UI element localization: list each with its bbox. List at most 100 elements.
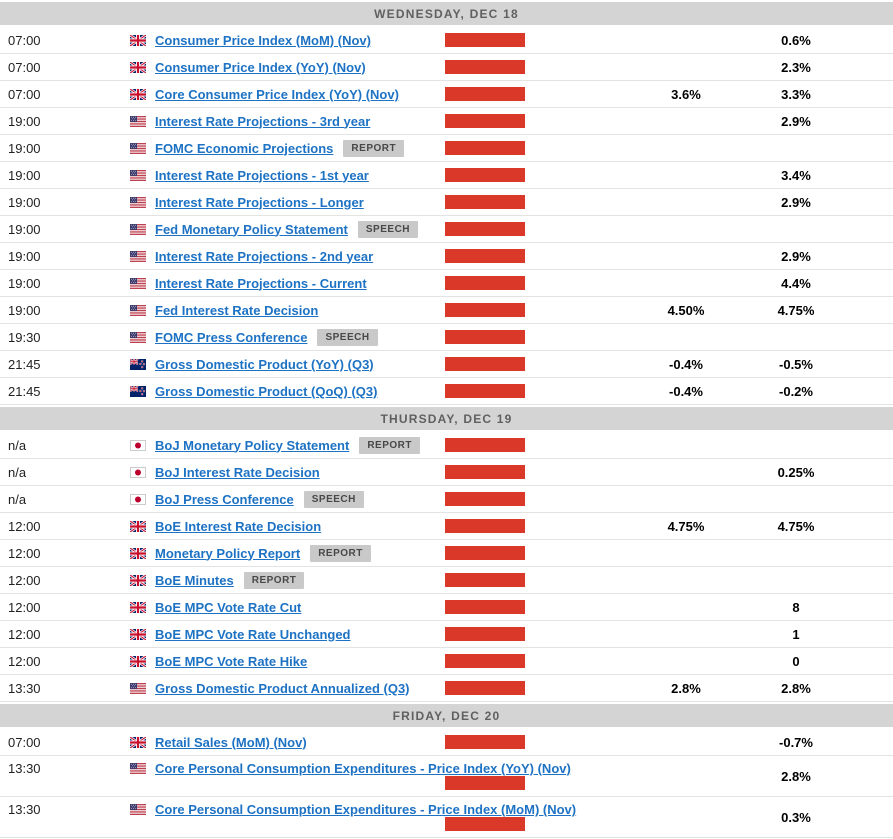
event-time: 12:00 bbox=[8, 518, 41, 534]
event-cell: Monetary Policy Report REPORT bbox=[155, 540, 445, 566]
event-link[interactable]: Gross Domestic Product (QoQ) (Q3) bbox=[155, 383, 378, 399]
flag-nz-icon bbox=[125, 351, 155, 377]
row-end-spacer bbox=[850, 54, 893, 80]
event-cell: Consumer Price Index (YoY) (Nov) bbox=[155, 54, 445, 80]
impact-bar-high bbox=[445, 600, 525, 614]
event-cell: Interest Rate Projections - Longer bbox=[155, 189, 445, 215]
day-section: WEDNESDAY, DEC 18 07:00 Consumer Price Ind… bbox=[0, 2, 893, 405]
event-link[interactable]: Retail Sales (MoM) (Nov) bbox=[155, 734, 307, 750]
actual-cell-empty bbox=[525, 108, 630, 134]
event-link[interactable]: Consumer Price Index (MoM) (Nov) bbox=[155, 32, 371, 48]
actual-cell-empty bbox=[525, 675, 630, 701]
forecast-value: -0.4% bbox=[669, 356, 703, 372]
impact-bar-high bbox=[445, 776, 525, 790]
event-row: n/a BoJ Monetary Policy Statement REPORT bbox=[0, 432, 893, 459]
day-section: FRIDAY, DEC 20 07:00 Retail Sales (MoM) (N… bbox=[0, 704, 893, 838]
row-end-spacer bbox=[850, 513, 893, 539]
impact-bar-high bbox=[445, 114, 525, 128]
event-row: 13:30 Gross Domestic Product Annualized (… bbox=[0, 675, 893, 702]
impact-cell bbox=[445, 297, 525, 323]
event-link[interactable]: BoE Interest Rate Decision bbox=[155, 518, 322, 534]
event-row: 12:00 BoE MPC Vote Rate Hike 0 bbox=[0, 648, 893, 675]
event-row: 07:00 Consumer Price Index (MoM) (Nov) 0.6… bbox=[0, 27, 893, 54]
event-link[interactable]: Interest Rate Projections - Longer bbox=[155, 194, 364, 210]
event-link[interactable]: Gross Domestic Product Annualized (Q3) bbox=[155, 680, 410, 696]
event-link[interactable]: Interest Rate Projections - 2nd year bbox=[155, 248, 374, 264]
event-link[interactable]: Core Consumer Price Index (YoY) (Nov) bbox=[155, 86, 399, 102]
impact-cell bbox=[445, 324, 525, 350]
event-link[interactable]: Consumer Price Index (YoY) (Nov) bbox=[155, 59, 366, 75]
event-cell: Core Personal Consumption Expenditures -… bbox=[155, 797, 576, 837]
event-cell: BoE MPC Vote Rate Hike bbox=[155, 648, 445, 674]
row-end-spacer bbox=[850, 351, 893, 377]
event-link[interactable]: FOMC Press Conference bbox=[155, 329, 308, 345]
event-row: 19:00 Interest Rate Projections - 3rd yea… bbox=[0, 108, 893, 135]
impact-cell bbox=[445, 243, 525, 269]
event-cell: BoE MPC Vote Rate Cut bbox=[155, 594, 445, 620]
impact-bar-high bbox=[445, 627, 525, 641]
event-type-badge: SPEECH bbox=[357, 220, 419, 238]
event-cell: BoE Minutes REPORT bbox=[155, 567, 445, 593]
actual-cell-empty bbox=[525, 594, 630, 620]
forecast-value: 4.50% bbox=[667, 302, 705, 318]
day-header: WEDNESDAY, DEC 18 bbox=[0, 2, 893, 25]
event-link[interactable]: Fed Interest Rate Decision bbox=[155, 302, 319, 318]
previous-value: 2.8% bbox=[781, 768, 811, 784]
previous-value: -0.5% bbox=[779, 356, 813, 372]
actual-cell-empty bbox=[525, 216, 630, 242]
event-link[interactable]: Monetary Policy Report bbox=[155, 545, 301, 561]
event-link[interactable]: BoE MPC Vote Rate Unchanged bbox=[155, 626, 351, 642]
row-end-spacer bbox=[850, 486, 893, 512]
event-link[interactable]: BoJ Monetary Policy Statement bbox=[155, 437, 350, 453]
impact-cell bbox=[445, 81, 525, 107]
event-link[interactable]: Core Personal Consumption Expenditures -… bbox=[155, 802, 577, 817]
event-link[interactable]: Fed Monetary Policy Statement bbox=[155, 221, 348, 237]
forecast-value bbox=[630, 540, 742, 566]
event-link[interactable]: BoE Minutes bbox=[155, 572, 234, 588]
forecast-value bbox=[630, 432, 742, 458]
impact-bar-high bbox=[445, 492, 525, 506]
event-time: 19:00 bbox=[8, 113, 41, 129]
event-cell: FOMC Economic Projections REPORT bbox=[155, 135, 445, 161]
event-link[interactable]: Interest Rate Projections - Current bbox=[155, 275, 367, 291]
impact-bar-high bbox=[445, 384, 525, 398]
flag-us-icon bbox=[125, 297, 155, 323]
event-row: 12:00 BoE MPC Vote Rate Unchanged 1 bbox=[0, 621, 893, 648]
impact-cell bbox=[445, 675, 525, 701]
impact-cell bbox=[445, 540, 525, 566]
previous-value: 2.3% bbox=[781, 59, 811, 75]
event-cell: Fed Monetary Policy Statement SPEECH bbox=[155, 216, 445, 242]
event-link[interactable]: Gross Domestic Product (YoY) (Q3) bbox=[155, 356, 374, 372]
event-time: 12:00 bbox=[8, 545, 41, 561]
actual-cell-empty bbox=[525, 243, 630, 269]
event-link[interactable]: Interest Rate Projections - 3rd year bbox=[155, 113, 371, 129]
event-link[interactable]: BoE MPC Vote Rate Cut bbox=[155, 599, 302, 615]
previous-value: 2.8% bbox=[781, 680, 811, 696]
row-end-spacer bbox=[850, 648, 893, 674]
previous-value: 8 bbox=[792, 599, 800, 615]
event-link[interactable]: BoJ Press Conference bbox=[155, 491, 294, 507]
actual-cell-empty bbox=[525, 135, 630, 161]
forecast-value bbox=[630, 243, 742, 269]
event-row: 19:00 Fed Monetary Policy Statement SPEECH bbox=[0, 216, 893, 243]
impact-bar-high bbox=[445, 519, 525, 533]
event-link[interactable]: FOMC Economic Projections bbox=[155, 140, 334, 156]
actual-cell-empty bbox=[525, 324, 630, 350]
previous-value: 0.25% bbox=[777, 464, 815, 480]
actual-cell-empty bbox=[525, 648, 630, 674]
event-time: 21:45 bbox=[8, 383, 41, 399]
event-row: 12:00 Monetary Policy Report REPORT bbox=[0, 540, 893, 567]
event-row: 19:00 Interest Rate Projections - Current… bbox=[0, 270, 893, 297]
impact-cell bbox=[445, 486, 525, 512]
row-end-spacer bbox=[850, 216, 893, 242]
event-link[interactable]: BoE MPC Vote Rate Hike bbox=[155, 653, 308, 669]
flag-nz-icon bbox=[125, 378, 155, 404]
event-time: 19:00 bbox=[8, 221, 41, 237]
event-row: n/a BoJ Press Conference SPEECH bbox=[0, 486, 893, 513]
event-link[interactable]: BoJ Interest Rate Decision bbox=[155, 464, 320, 480]
event-link[interactable]: Interest Rate Projections - 1st year bbox=[155, 167, 369, 183]
event-row: 07:00 Retail Sales (MoM) (Nov) -0.7% bbox=[0, 729, 893, 756]
previous-value: 3.4% bbox=[781, 167, 811, 183]
actual-cell-empty bbox=[525, 27, 630, 53]
event-link[interactable]: Core Personal Consumption Expenditures -… bbox=[155, 761, 571, 776]
